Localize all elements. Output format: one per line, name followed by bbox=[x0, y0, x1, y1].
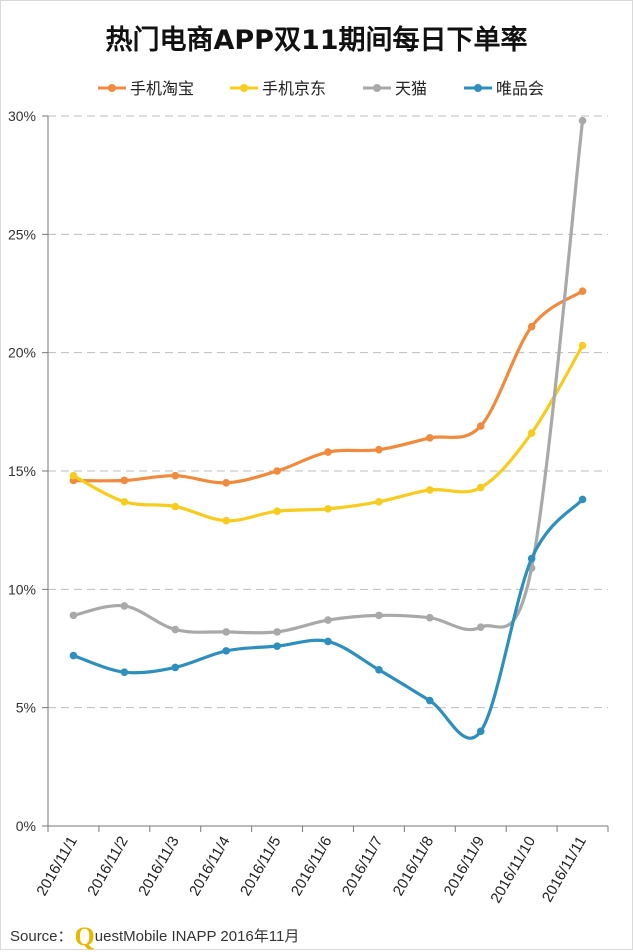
data-point bbox=[426, 434, 434, 442]
series-line bbox=[72, 498, 584, 740]
legend-swatch-marker bbox=[240, 84, 248, 92]
data-point bbox=[476, 422, 485, 430]
axes bbox=[47, 116, 609, 832]
data-point bbox=[171, 663, 180, 672]
data-point bbox=[527, 429, 536, 437]
series-lines bbox=[69, 116, 587, 740]
y-tick-label: 25% bbox=[8, 226, 36, 242]
data-point bbox=[578, 116, 587, 125]
data-point bbox=[69, 651, 78, 660]
data-point bbox=[222, 516, 230, 525]
data-point bbox=[375, 666, 383, 674]
data-point bbox=[273, 467, 281, 475]
y-tick-label: 0% bbox=[16, 818, 36, 834]
data-point bbox=[120, 602, 129, 610]
data-point bbox=[69, 471, 78, 480]
questmobile-logo-letter: Q bbox=[74, 922, 95, 951]
data-point bbox=[578, 287, 587, 295]
x-tick-label: 2016/11/1 bbox=[33, 834, 81, 899]
data-point bbox=[120, 497, 129, 506]
data-point bbox=[476, 623, 485, 631]
grid-lines bbox=[42, 115, 608, 827]
data-point bbox=[222, 647, 230, 655]
data-point bbox=[324, 505, 332, 513]
x-tick-label: 2016/11/4 bbox=[186, 834, 234, 899]
data-point bbox=[171, 471, 180, 480]
x-tick-label: 2016/11/3 bbox=[135, 834, 183, 899]
legend: 手机淘宝 手机京东 天猫 唯品会 bbox=[98, 79, 544, 98]
source-prefix: Source： bbox=[10, 928, 73, 945]
data-point bbox=[171, 502, 180, 511]
data-point bbox=[578, 495, 587, 504]
x-tick-label: 2016/11/9 bbox=[441, 834, 489, 899]
legend-label: 天猫 bbox=[395, 79, 427, 98]
x-tick-label: 2016/11/10 bbox=[487, 834, 539, 907]
series-line bbox=[72, 344, 584, 523]
y-tick-label: 20% bbox=[8, 345, 36, 361]
y-tick-label: 5% bbox=[16, 700, 36, 716]
data-point bbox=[426, 486, 434, 494]
data-point bbox=[527, 554, 536, 563]
x-tick-label: 2016/11/2 bbox=[84, 834, 132, 899]
legend-swatch-marker bbox=[373, 84, 381, 92]
x-tick-label: 2016/11/8 bbox=[390, 834, 438, 899]
legend-swatch-marker bbox=[108, 84, 116, 92]
legend-label: 唯品会 bbox=[496, 79, 544, 98]
x-tick-labels: 2016/11/1 2016/11/2 2016/11/3 2016/11/4 2016… bbox=[33, 834, 590, 907]
data-point bbox=[375, 445, 383, 454]
legend-label: 手机淘宝 bbox=[130, 79, 194, 98]
chart-title: 热门电商APP双11期间每日下单率 bbox=[105, 25, 528, 56]
data-point bbox=[476, 483, 485, 492]
data-point bbox=[324, 448, 332, 456]
x-tick-label: 2016/11/5 bbox=[237, 834, 285, 899]
data-point bbox=[375, 497, 383, 506]
data-point bbox=[426, 696, 434, 705]
data-point bbox=[324, 616, 332, 624]
data-point bbox=[273, 642, 281, 650]
x-tick-label: 2016/11/6 bbox=[288, 834, 336, 899]
legend-swatch-marker bbox=[474, 84, 482, 92]
y-tick-label: 30% bbox=[8, 108, 36, 124]
legend-label: 手机京东 bbox=[262, 79, 326, 98]
data-point bbox=[69, 611, 78, 620]
data-point bbox=[578, 341, 587, 350]
y-tick-label: 10% bbox=[8, 581, 36, 597]
data-point bbox=[426, 613, 434, 622]
data-point bbox=[273, 507, 281, 516]
data-point bbox=[120, 668, 129, 676]
data-point bbox=[171, 625, 180, 634]
y-tick-labels: 0% 5% 10% 15% 20% 25% 30% bbox=[8, 108, 36, 834]
data-point bbox=[222, 479, 230, 487]
data-point bbox=[222, 628, 230, 636]
source-text: uestMobile INAPP 2016年11月 bbox=[94, 928, 300, 945]
source-note: Source：QuestMobile INAPP 2016年11月 bbox=[10, 922, 299, 952]
data-point bbox=[476, 727, 485, 736]
data-point bbox=[375, 611, 383, 620]
x-tick-label: 2016/11/11 bbox=[539, 834, 590, 906]
series-line bbox=[73, 289, 584, 485]
data-point bbox=[324, 637, 332, 646]
y-tick-label: 15% bbox=[8, 463, 36, 479]
data-point bbox=[273, 628, 281, 636]
data-point bbox=[527, 322, 536, 331]
x-tick-label: 2016/11/7 bbox=[339, 834, 387, 899]
data-point bbox=[120, 476, 129, 485]
